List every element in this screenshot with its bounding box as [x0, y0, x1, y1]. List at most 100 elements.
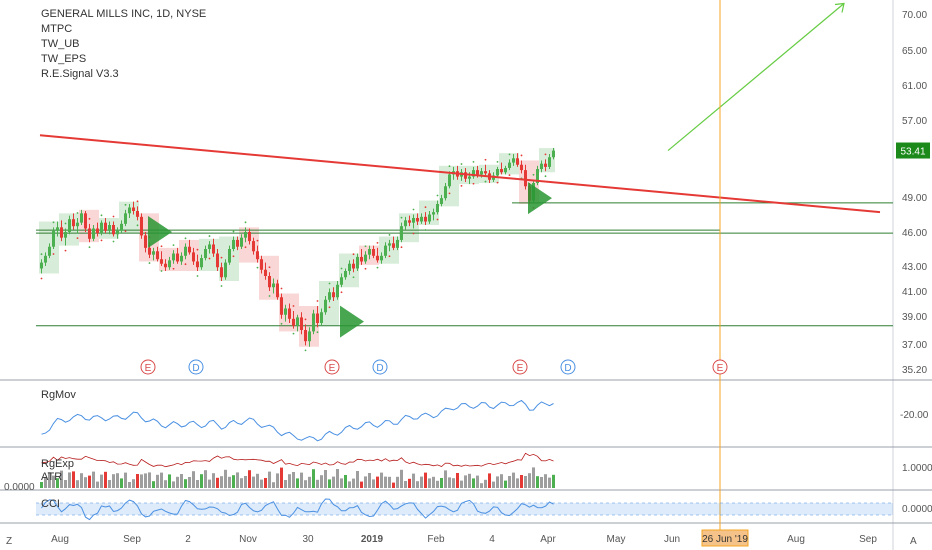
indicator-tw-eps[interactable]: TW_EPS: [41, 53, 86, 65]
candle-body: [52, 230, 55, 247]
candle-body: [184, 246, 187, 256]
candle-body: [112, 225, 115, 235]
time-label-8: Apr: [540, 534, 556, 545]
candle-body: [168, 260, 171, 268]
zoom-corner-button[interactable]: Z: [6, 536, 12, 547]
rgexp-bar: [128, 482, 131, 488]
indicator-mtpc[interactable]: MTPC: [41, 23, 72, 35]
candle-body: [400, 226, 403, 240]
candle-body: [176, 253, 179, 262]
candle-body: [340, 277, 343, 285]
rgexp-bar: [504, 480, 507, 488]
signal-dot: [220, 285, 223, 287]
rgexp-bar: [444, 470, 447, 488]
candlestick-series: [40, 148, 555, 347]
rgexp-bar: [528, 473, 531, 488]
rgexp-bar: [348, 481, 351, 488]
candle-body: [396, 239, 399, 248]
event-letter-6: E: [717, 363, 724, 374]
signal-dot: [280, 322, 283, 325]
chart-legend[interactable]: GENERAL MILLS INC, 1D, NYSE MTPC TW_UB T…: [4, 8, 917, 547]
time-label-6: Feb: [427, 534, 445, 545]
current-price-tag: [896, 142, 930, 159]
candle-body: [536, 169, 539, 184]
current-price-value: 53.41: [900, 147, 925, 158]
time-label-5: 2019: [361, 534, 384, 545]
candle-body: [440, 198, 443, 204]
time-label-4: 30: [302, 534, 314, 545]
signal-dot: [436, 194, 439, 197]
rgexp-bar: [408, 478, 411, 488]
indicator-re-signal[interactable]: R.E.Signal V3.3: [41, 68, 119, 80]
rgexp-bar: [508, 476, 511, 488]
candle-body: [504, 167, 507, 173]
signal-dot: [436, 218, 439, 221]
rgmov-label[interactable]: RgMov: [41, 389, 76, 401]
rgexp-bar: [220, 476, 223, 488]
candle-body: [472, 170, 475, 177]
rgexp-bar: [152, 481, 155, 488]
signal-dot: [232, 255, 235, 258]
rgexp-bar: [540, 477, 543, 488]
rgexp-bar: [356, 471, 359, 488]
atr-line: [41, 452, 554, 468]
signal-dot: [328, 306, 331, 309]
rgexp-bar: [200, 474, 203, 488]
signal-dot: [52, 221, 55, 224]
candle-body: [88, 228, 91, 239]
signal-dot: [172, 267, 175, 270]
candle-body: [64, 232, 67, 238]
candle-body: [272, 283, 275, 288]
candle-body: [56, 227, 59, 231]
candle-body: [236, 239, 239, 247]
signal-dot: [532, 173, 535, 176]
rgexp-bar: [76, 480, 79, 488]
signal-dot: [196, 275, 199, 277]
price-axis[interactable]: 70.0065.0061.0057.0053.0049.0046.0043.00…: [896, 10, 930, 376]
rgexp-bar: [368, 473, 371, 488]
candle-body: [296, 317, 299, 326]
time-axis[interactable]: Aug Sep 2 Nov 30 2019 Feb 4 Apr May Jun Aug Sep 26 Ju…: [51, 529, 877, 547]
rgexp-bar: [208, 479, 211, 488]
cci-band: [36, 503, 893, 515]
rgexp-bar: [552, 474, 555, 488]
rgexp-bar: [72, 471, 75, 488]
rgexp-bar: [292, 472, 295, 488]
candle-body: [44, 255, 47, 263]
candle-body: [268, 276, 271, 288]
rgexp-bar: [544, 474, 547, 488]
event-letter-1: D: [192, 363, 199, 374]
event-letter-5: D: [564, 363, 571, 374]
signal-dot: [136, 224, 139, 227]
rgexp-bar: [116, 473, 119, 488]
rgexp-bar: [176, 476, 179, 488]
candle-body: [216, 253, 219, 268]
signal-dot: [292, 305, 295, 307]
candle-body: [552, 150, 555, 158]
projection-arrow: [667, 3, 845, 152]
indicator-tw-ub[interactable]: TW_UB: [41, 38, 80, 50]
candle-body: [252, 241, 255, 252]
cci-label[interactable]: CCI: [41, 498, 60, 510]
signal-dot: [172, 244, 175, 247]
rgexp-bar: [148, 472, 151, 488]
candle-body: [312, 313, 315, 332]
signal-dot: [460, 163, 463, 165]
candle-body: [116, 230, 119, 235]
signal-dot: [64, 249, 67, 252]
atr-label[interactable]: ATR: [41, 471, 62, 483]
candle-body: [352, 263, 355, 269]
rgexp-bar: [432, 476, 435, 488]
auto-scale-button[interactable]: A: [910, 536, 917, 547]
rgexp-bar: [448, 477, 451, 488]
candle-body: [160, 259, 163, 264]
candle-body: [92, 228, 95, 239]
signal-dot: [364, 245, 367, 248]
rgexp-bar: [140, 474, 143, 488]
candle-body: [404, 220, 407, 227]
rgexp-label[interactable]: RgExp: [41, 458, 74, 470]
symbol-title[interactable]: GENERAL MILLS INC, 1D, NYSE: [41, 8, 206, 20]
event-marker-2: [324, 359, 340, 375]
